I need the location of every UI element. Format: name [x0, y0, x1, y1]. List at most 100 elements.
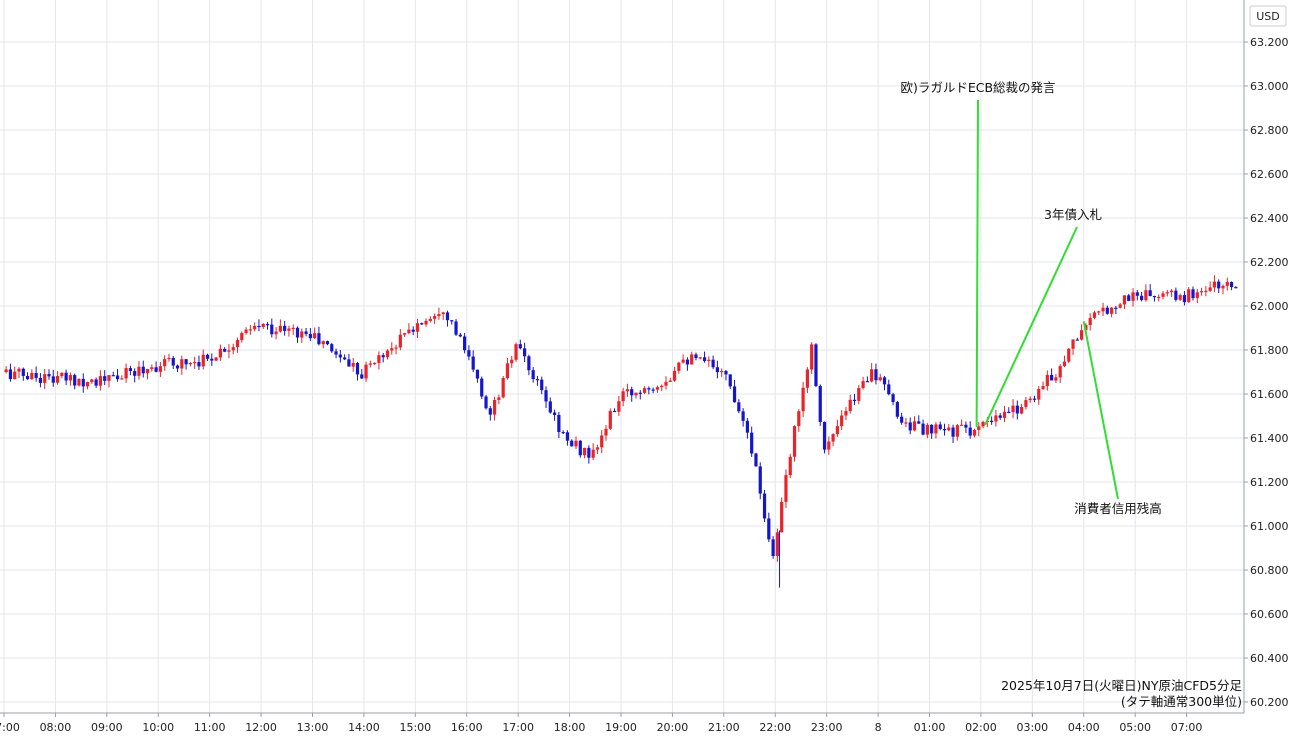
candle-up — [1199, 291, 1204, 293]
price-axis[interactable]: 63.200 63.000 62.800 62.600 62.400 62.200 62.0… — [1244, 36, 1289, 709]
candle-up — [805, 369, 809, 388]
candle-up — [390, 348, 394, 351]
candle-up — [1062, 361, 1067, 367]
candle-up — [493, 399, 497, 415]
currency-badge: USD — [1249, 5, 1287, 27]
price-tick-label: 61.000 — [1250, 520, 1289, 533]
candle-down — [458, 334, 462, 337]
candle-up — [85, 382, 90, 387]
candle-up — [981, 421, 985, 427]
candle-down — [942, 428, 947, 431]
candle-down — [304, 331, 308, 334]
candle-up — [792, 426, 797, 457]
candle-up — [972, 429, 977, 436]
time-tick-label: 10:00 — [142, 721, 174, 734]
candle-up — [668, 380, 672, 382]
time-tick-label: 8 — [875, 721, 882, 734]
time-tick-label: 09:00 — [91, 721, 123, 734]
candle-up — [368, 363, 372, 365]
candle-down — [561, 432, 565, 434]
time-tick-label: 03:00 — [1016, 721, 1048, 734]
candle-up — [510, 359, 514, 364]
candle-up — [810, 344, 814, 370]
time-tick-label: 15:00 — [399, 721, 431, 734]
candle-up — [677, 362, 681, 371]
candle-up — [278, 325, 282, 332]
candle-down — [1032, 398, 1037, 400]
candle-up — [167, 357, 171, 360]
candle-down — [887, 384, 891, 395]
time-tick-label: 02:00 — [965, 721, 997, 734]
chart-caption-line-1: 2025年10月7日(火曜日)NY原油CFD5分足 — [1001, 678, 1242, 693]
candle-up — [621, 391, 625, 402]
candle-down — [767, 518, 771, 540]
candle-up — [835, 426, 839, 435]
candle-up — [227, 350, 231, 352]
candle-down — [822, 421, 827, 450]
candle-up — [90, 379, 94, 383]
candle-down — [317, 333, 321, 345]
candle-down — [283, 325, 287, 331]
candle-down — [1182, 295, 1187, 303]
candle-up — [780, 501, 784, 533]
candle-down — [73, 375, 77, 386]
time-tick-label: 01:00 — [914, 721, 946, 734]
price-tick-label: 60.600 — [1250, 608, 1289, 621]
candle-up — [13, 371, 17, 380]
candle-up — [904, 422, 908, 424]
candle-down — [175, 365, 180, 369]
candle-up — [321, 341, 325, 345]
candle-down — [771, 539, 775, 557]
candle-up — [1011, 405, 1015, 413]
candle-down — [111, 375, 115, 377]
candle-up — [977, 426, 981, 430]
candle-up — [240, 332, 244, 341]
candle-up — [1122, 295, 1127, 305]
candle-up — [595, 447, 600, 450]
time-tick-label: 19:00 — [605, 721, 637, 734]
candle-up — [1041, 386, 1045, 390]
candle-up — [857, 388, 861, 401]
candle-up — [1204, 290, 1208, 293]
candle-up — [150, 367, 154, 370]
candle-up — [1161, 293, 1165, 297]
candle-up — [261, 323, 265, 327]
candle-down — [990, 420, 994, 423]
candle-down — [8, 369, 13, 380]
candle-down — [565, 432, 570, 441]
candle-up — [407, 329, 411, 334]
candle-up — [77, 378, 81, 386]
price-tick-label: 60.400 — [1250, 652, 1289, 665]
candle-down — [852, 399, 857, 402]
candle-up — [287, 328, 291, 331]
currency-label: USD — [1256, 10, 1280, 23]
candle-up — [163, 359, 167, 367]
candle-down — [265, 323, 270, 326]
candle-up — [1024, 400, 1028, 407]
candle-down — [1007, 411, 1011, 413]
price-tick-label: 61.600 — [1250, 388, 1289, 401]
candle-down — [171, 357, 175, 366]
candle-up — [253, 325, 257, 330]
candle-up — [1208, 287, 1212, 291]
candle-up — [660, 385, 664, 388]
candle-down — [557, 414, 561, 433]
candle-up — [1020, 406, 1024, 414]
candle-up — [1101, 307, 1105, 312]
time-tick-label: 14:00 — [348, 721, 380, 734]
candle-down — [587, 447, 591, 458]
candle-up — [642, 388, 647, 393]
candle-up — [30, 372, 34, 380]
time-tick-label: 08:00 — [40, 721, 72, 734]
candle-up — [55, 375, 60, 383]
price-tick-label: 62.600 — [1250, 168, 1289, 181]
annotation-label: 消費者信用残高 — [1074, 501, 1162, 516]
candle-up — [797, 411, 801, 427]
candle-up — [433, 316, 437, 319]
candle-down — [518, 344, 522, 349]
time-tick-label: 13:00 — [297, 721, 329, 734]
candle-down — [1135, 292, 1139, 296]
candle-up — [801, 387, 805, 412]
time-axis[interactable]: 07:00 08:00 09:00 10:00 11:00 12:00 13:00 14:00… — [0, 713, 1202, 734]
